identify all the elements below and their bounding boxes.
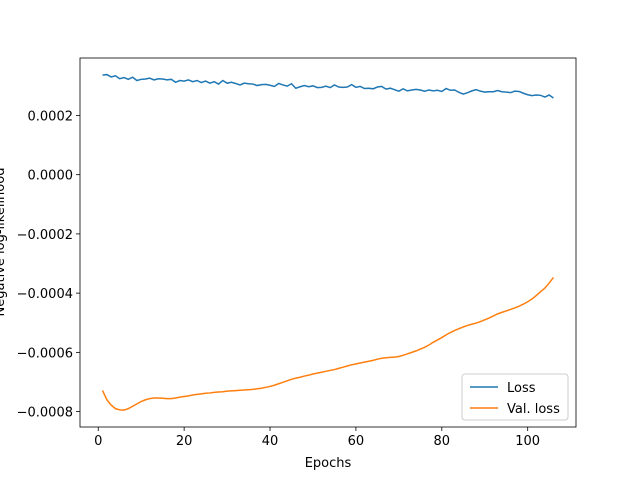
plot-frame: [79, 57, 577, 428]
y-tick-label: −0.0004: [17, 287, 73, 302]
legend: Loss Val. loss: [461, 373, 569, 421]
y-axis-label: Negative log-likelihood: [0, 168, 8, 317]
y-tick-label: −0.0006: [17, 346, 73, 361]
y-tick-label: −0.0002: [17, 228, 73, 243]
x-tick-label: 60: [348, 434, 365, 449]
y-tick-label: −0.0008: [17, 406, 73, 421]
legend-label: Loss: [507, 381, 536, 396]
x-tick-label: 20: [176, 434, 193, 449]
x-tick-label: 80: [434, 434, 451, 449]
line-series: [101, 276, 555, 411]
y-tick-label: 0.0000: [28, 169, 74, 184]
x-tick-label: 100: [515, 434, 540, 449]
x-tick-label: 40: [262, 434, 279, 449]
line-series: [102, 73, 554, 99]
x-axis-label: Epochs: [305, 456, 352, 471]
x-tick-label: 0: [94, 434, 102, 449]
legend-label: Val. loss: [507, 402, 560, 417]
y-tick-label: 0.0002: [28, 109, 74, 124]
